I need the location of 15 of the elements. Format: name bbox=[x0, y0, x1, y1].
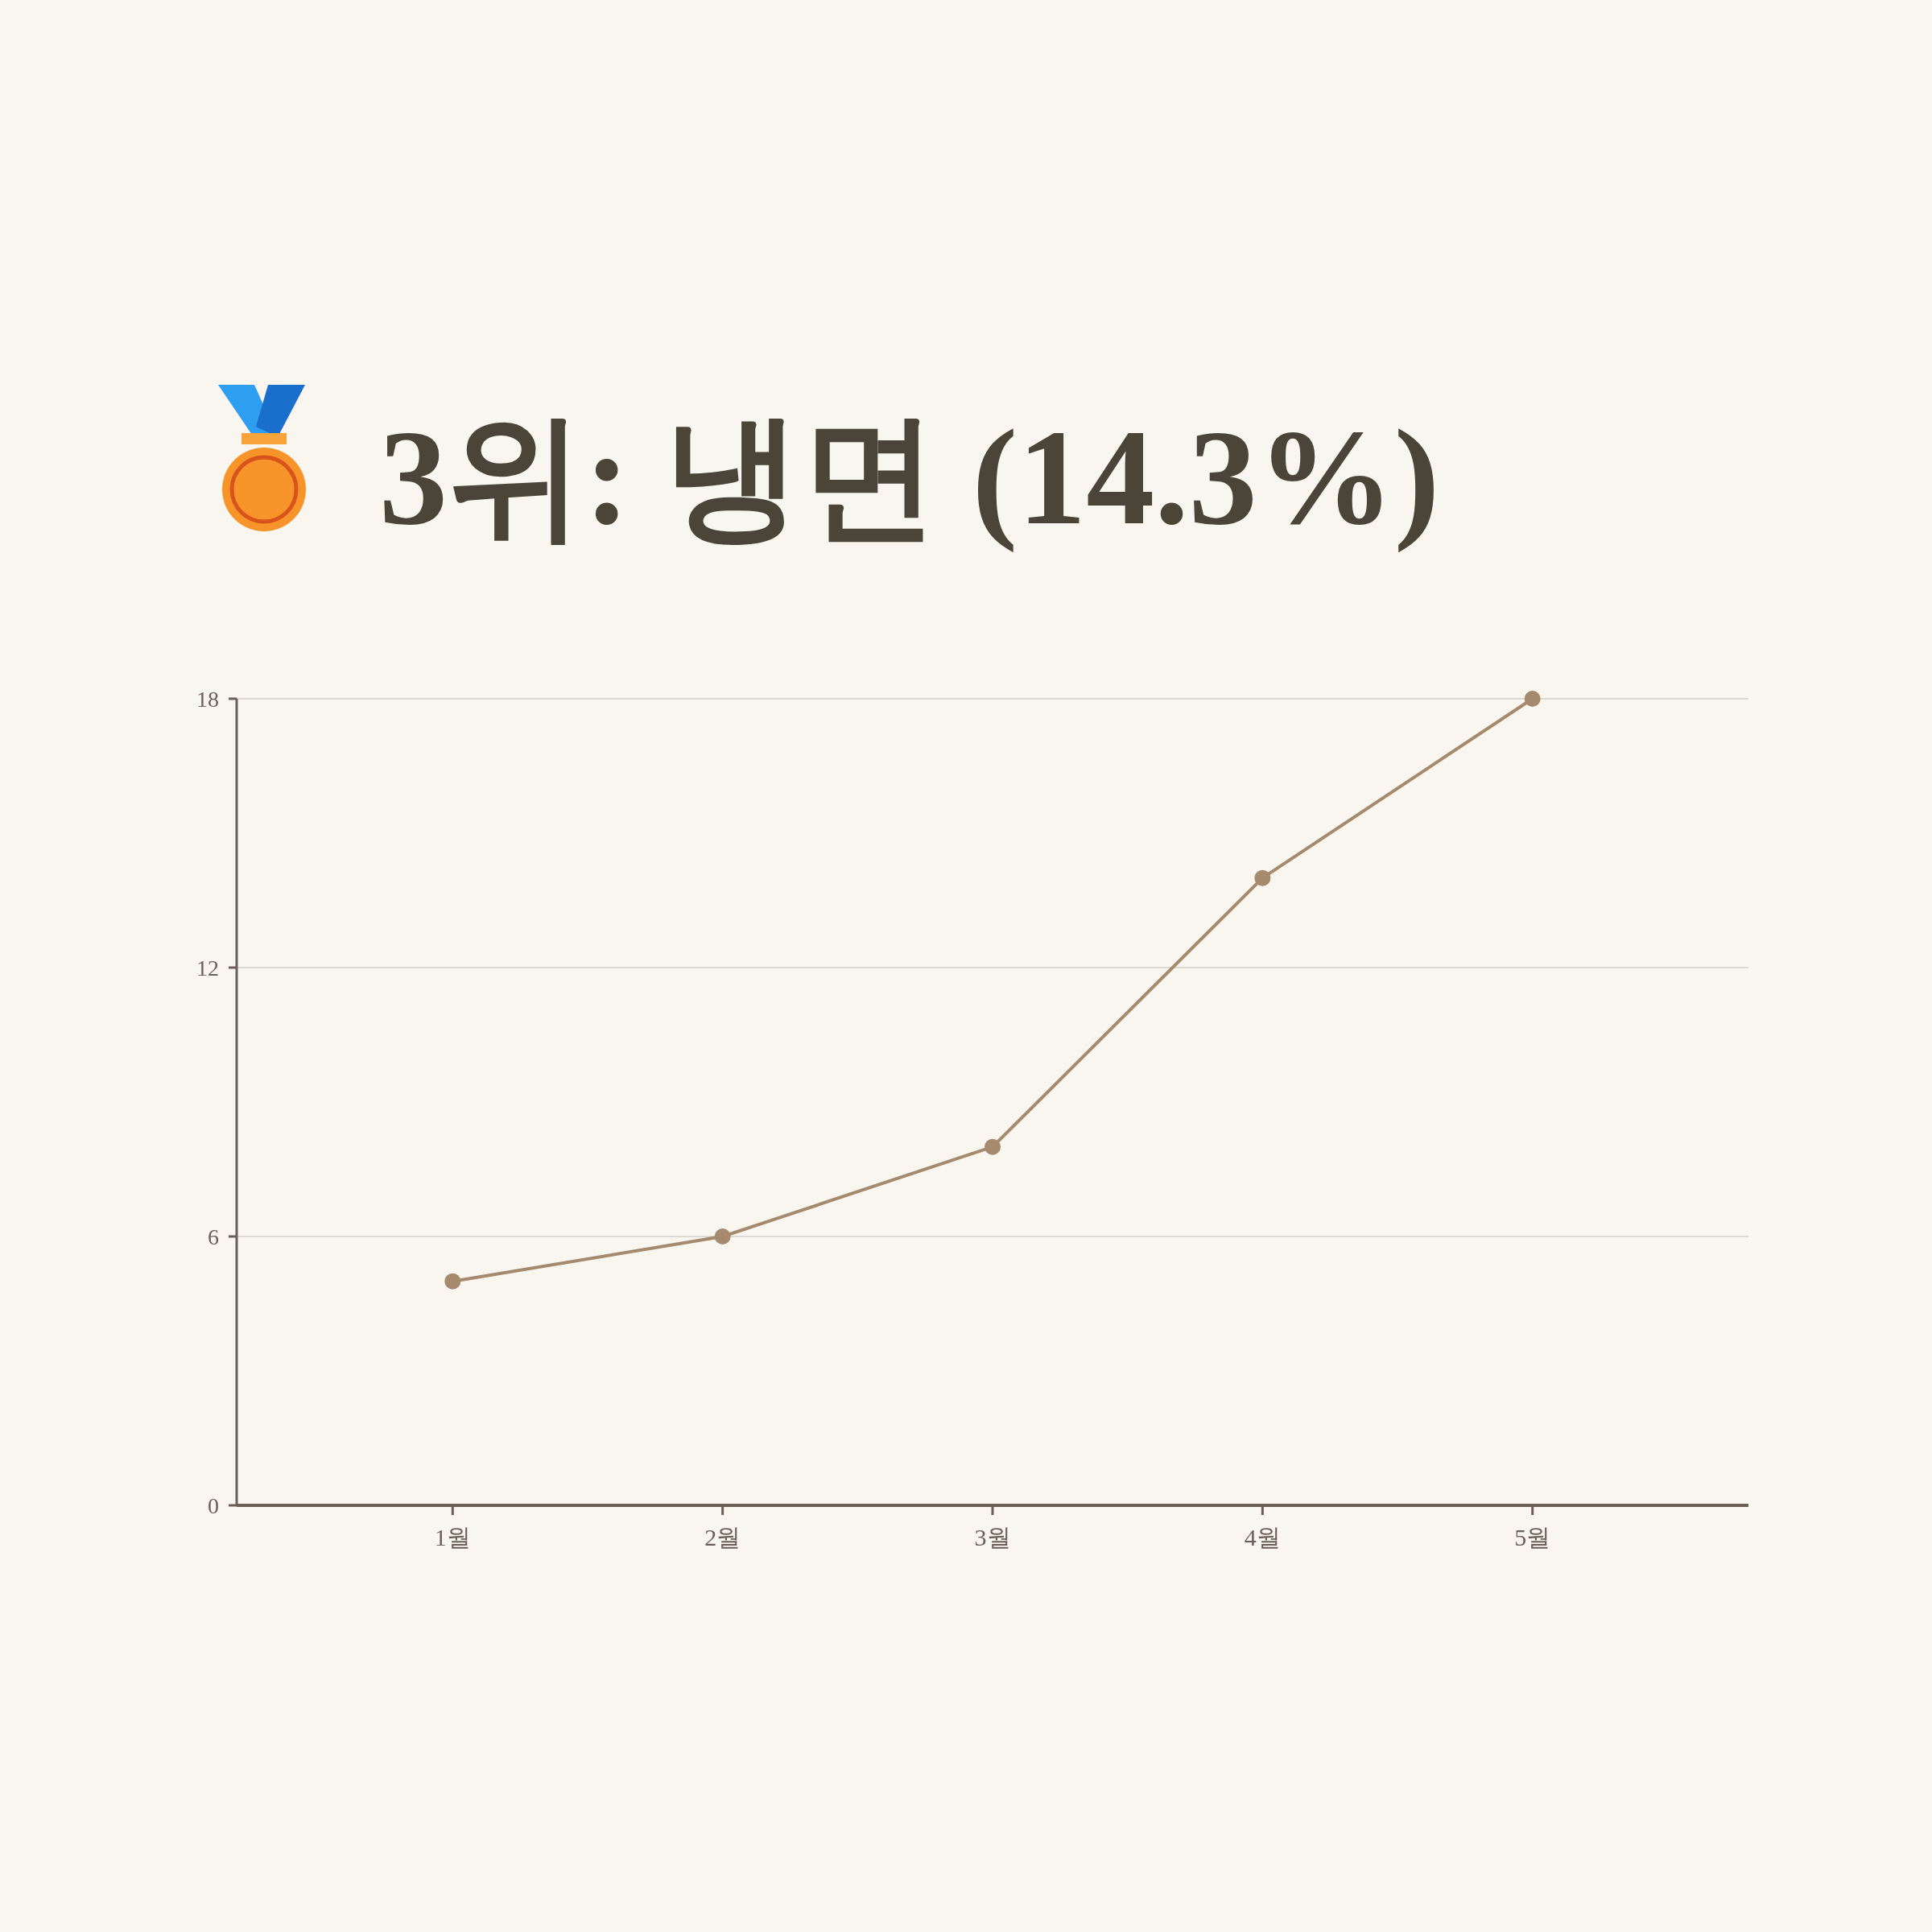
point bbox=[444, 1273, 461, 1290]
x-tick-label: 2월 bbox=[704, 1524, 741, 1550]
point bbox=[985, 1138, 1001, 1155]
point bbox=[1524, 691, 1541, 707]
y-tick-label: 0 bbox=[208, 1493, 219, 1518]
point bbox=[714, 1228, 731, 1245]
chart-title: 3위: 냉면 (14.3%) bbox=[379, 402, 1440, 553]
x-tick-label: 3월 bbox=[974, 1524, 1011, 1550]
x-tick-label: 5월 bbox=[1514, 1524, 1551, 1550]
y-tick-label: 12 bbox=[196, 956, 219, 980]
y-tick-label: 6 bbox=[208, 1224, 219, 1249]
point bbox=[1254, 869, 1271, 886]
y-tick-label: 18 bbox=[196, 687, 219, 712]
x-tick-label: 1월 bbox=[434, 1524, 471, 1550]
x-tick-label: 4월 bbox=[1244, 1524, 1281, 1550]
